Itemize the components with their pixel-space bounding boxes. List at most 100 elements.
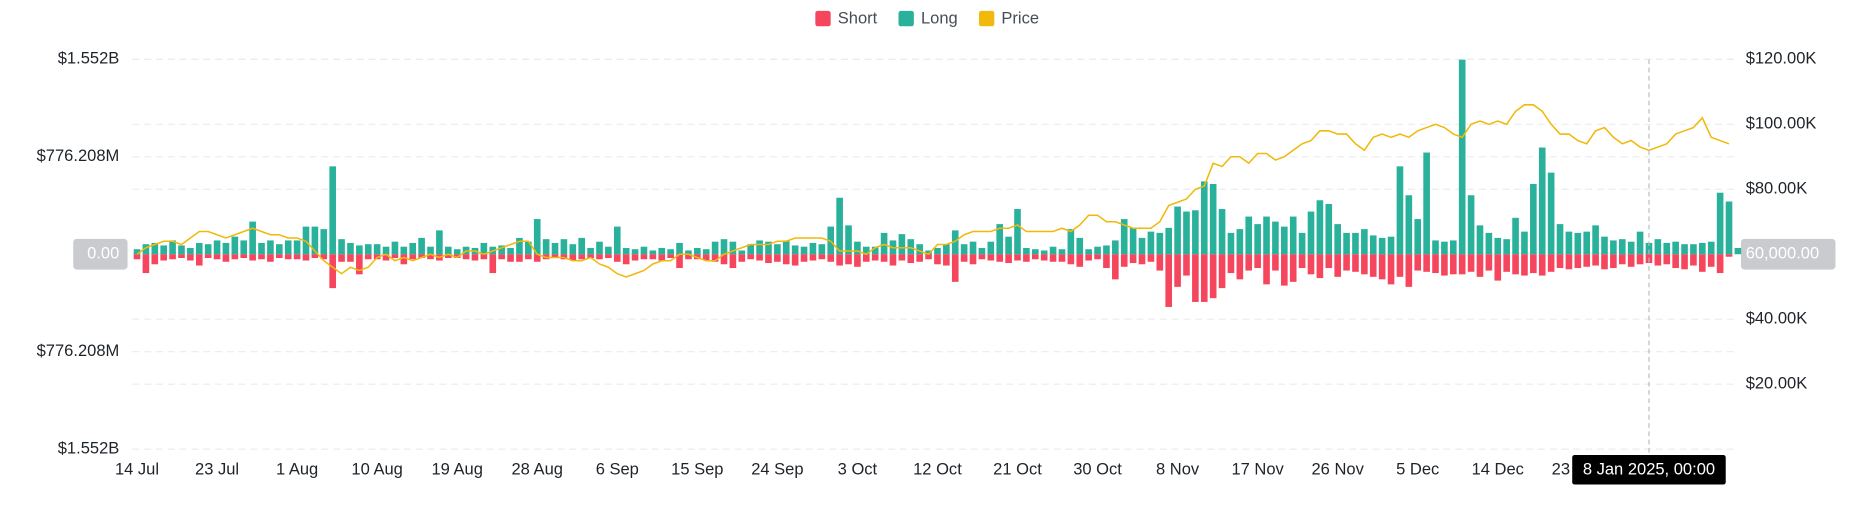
bar bbox=[1067, 229, 1075, 255]
bar bbox=[747, 244, 754, 255]
bar bbox=[1467, 254, 1475, 272]
bar bbox=[160, 254, 167, 261]
bar bbox=[836, 197, 843, 255]
bar bbox=[249, 254, 256, 261]
bar bbox=[1512, 217, 1519, 255]
bar bbox=[1467, 195, 1475, 255]
bar bbox=[1183, 211, 1190, 255]
bar bbox=[738, 254, 746, 262]
bar bbox=[498, 245, 505, 255]
bar bbox=[925, 250, 932, 255]
bar bbox=[329, 254, 336, 289]
bar bbox=[1049, 254, 1057, 262]
crosshair-label: 8 Jan 2025, 00:00 bbox=[1572, 455, 1726, 485]
bar bbox=[551, 254, 559, 258]
bar bbox=[996, 224, 1004, 255]
bar bbox=[320, 229, 328, 255]
bar bbox=[1369, 254, 1377, 277]
bar bbox=[569, 244, 577, 255]
bar bbox=[1405, 195, 1413, 255]
bar bbox=[596, 241, 603, 255]
x-tick-label: 12 Oct bbox=[913, 460, 962, 479]
bar bbox=[631, 254, 639, 261]
bar bbox=[667, 254, 674, 258]
bar bbox=[222, 254, 230, 262]
tick-highlight bbox=[1740, 238, 1836, 270]
bar bbox=[1183, 254, 1190, 276]
bar bbox=[1156, 254, 1164, 271]
bar bbox=[1574, 232, 1582, 255]
bar bbox=[1307, 211, 1315, 255]
bar bbox=[436, 230, 443, 255]
bar bbox=[1618, 254, 1626, 265]
bar bbox=[240, 240, 248, 255]
bar bbox=[1245, 254, 1253, 271]
bar bbox=[1005, 254, 1012, 264]
bar bbox=[596, 254, 603, 260]
bar bbox=[507, 254, 514, 262]
x-tick-label: 14 Dec bbox=[1472, 460, 1524, 479]
bar bbox=[1085, 254, 1092, 261]
bar bbox=[187, 247, 194, 255]
bar bbox=[765, 241, 772, 255]
bar bbox=[1209, 254, 1217, 299]
bar bbox=[756, 240, 763, 255]
bar bbox=[453, 249, 461, 255]
bar bbox=[142, 254, 150, 274]
bar bbox=[1449, 254, 1457, 275]
bar bbox=[774, 244, 781, 255]
bar bbox=[284, 254, 292, 260]
legend-swatch bbox=[815, 10, 831, 27]
bar bbox=[276, 254, 283, 258]
bar bbox=[1272, 221, 1279, 255]
y2-tick-label: 60,000.00 bbox=[1746, 244, 1819, 263]
bar bbox=[1236, 254, 1244, 280]
bar bbox=[373, 244, 381, 255]
bar bbox=[774, 254, 781, 262]
bar bbox=[516, 237, 523, 255]
bar bbox=[1298, 254, 1306, 269]
bar bbox=[667, 249, 674, 255]
bar bbox=[1316, 254, 1324, 279]
bar bbox=[898, 254, 906, 261]
y2-tick-label: $100.00K bbox=[1746, 114, 1817, 133]
bar bbox=[1129, 227, 1137, 255]
bar bbox=[640, 254, 648, 260]
bar bbox=[1494, 237, 1502, 255]
bar bbox=[249, 221, 256, 255]
bar bbox=[284, 240, 292, 255]
bar bbox=[1565, 231, 1573, 255]
bar bbox=[1663, 254, 1671, 265]
bar bbox=[160, 245, 167, 255]
bar bbox=[658, 247, 666, 255]
bar bbox=[1023, 254, 1030, 262]
bar bbox=[951, 254, 959, 282]
bar bbox=[1147, 254, 1155, 262]
bar bbox=[1120, 219, 1128, 255]
bar bbox=[1512, 254, 1519, 275]
bar bbox=[444, 254, 452, 258]
crosshair-label-text: 8 Jan 2025, 00:00 bbox=[1583, 460, 1715, 479]
bar bbox=[311, 254, 319, 258]
bar bbox=[987, 241, 995, 255]
bar bbox=[1138, 254, 1146, 265]
bar bbox=[1530, 183, 1537, 255]
bar bbox=[943, 244, 950, 255]
x-tick-label: 30 Oct bbox=[1073, 460, 1122, 479]
bar bbox=[258, 242, 265, 255]
bar bbox=[1120, 254, 1128, 267]
bar bbox=[1103, 245, 1110, 255]
bar bbox=[916, 244, 923, 255]
bar bbox=[427, 254, 434, 260]
bar bbox=[1699, 242, 1706, 255]
bar bbox=[854, 254, 861, 267]
bar bbox=[1734, 247, 1742, 255]
bar bbox=[800, 254, 808, 262]
bar bbox=[462, 254, 470, 260]
bar bbox=[418, 237, 425, 255]
bar bbox=[1218, 254, 1226, 289]
bar bbox=[1387, 254, 1395, 285]
bar bbox=[889, 254, 897, 266]
bar bbox=[605, 254, 612, 258]
bar bbox=[311, 226, 319, 255]
